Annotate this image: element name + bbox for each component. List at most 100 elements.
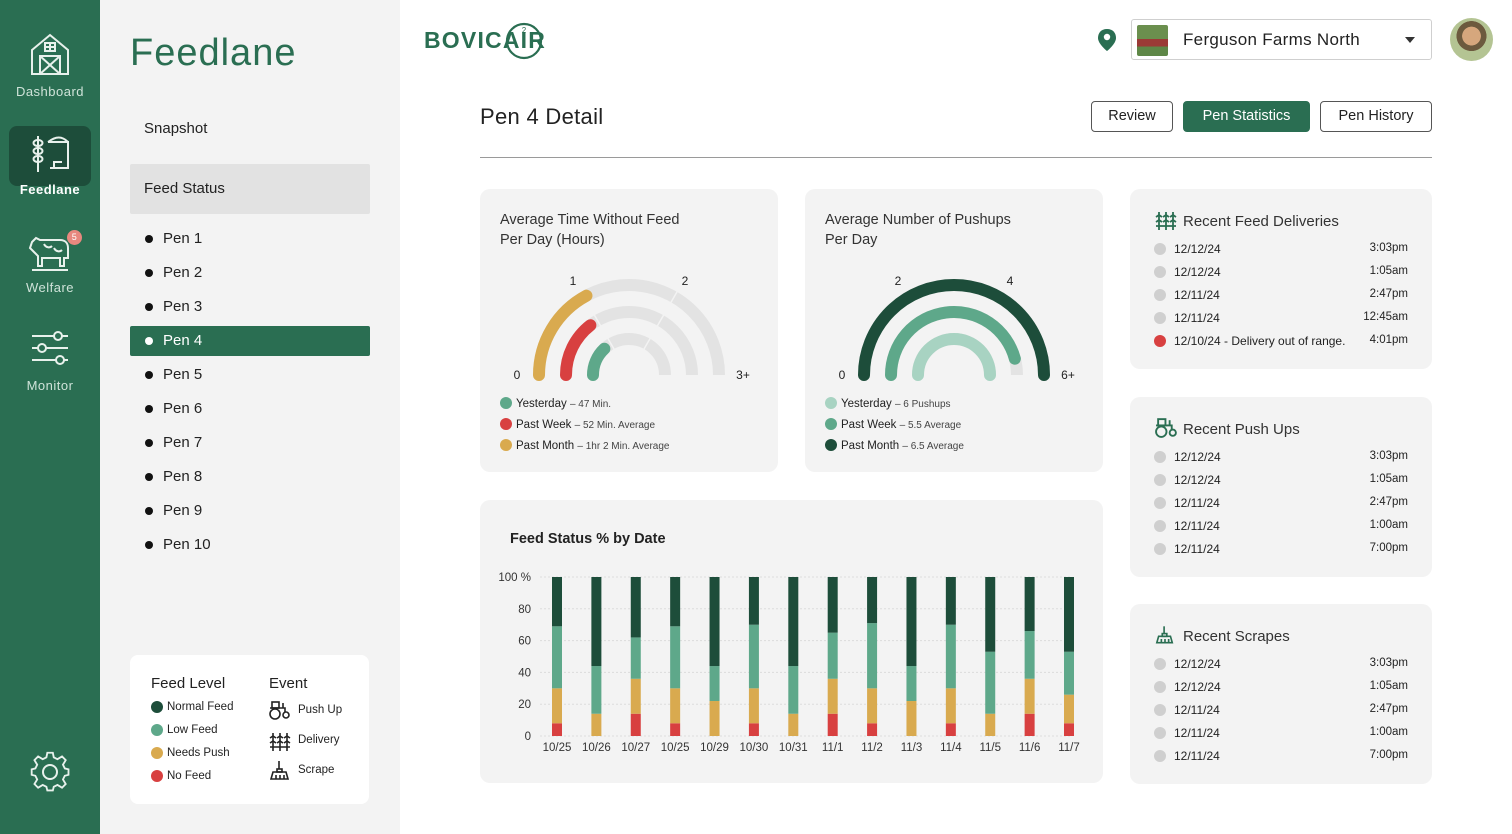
legend-event-label: Push Up [298,704,343,716]
legend-event: Delivery [269,730,342,760]
legend-level: No Feed [151,769,233,792]
farm-select[interactable]: Ferguson Farms North [1131,19,1432,60]
bar-segment-low-feed [630,637,641,679]
bar-segment-normal-feed [630,577,641,638]
y-tick-label: 100 % [498,572,531,584]
pen-item[interactable]: Pen 2 [130,258,370,288]
y-tick-label: 60 [518,636,531,648]
gauge-arc-past-week [560,319,597,381]
list-item[interactable]: 12/11/24 7:00pm [1154,541,1408,561]
x-tick-label: 11/6 [1019,742,1041,754]
list-item[interactable]: 12/11/24 2:47pm [1154,495,1408,515]
bar-segment-no-feed [1064,723,1074,736]
pen-item[interactable]: Pen 9 [130,496,370,526]
list-item[interactable]: 12/11/24 1:00am [1154,725,1408,745]
pen-item[interactable]: Pen 5 [130,360,370,390]
recent-pushups-card: Recent Push Ups 12/12/24 3:03pm 12/12/24 1:… [1130,397,1432,577]
list-time: 3:03pm [1369,450,1408,462]
nav-snapshot[interactable]: Snapshot [144,120,208,137]
x-tick-label: 10/27 [621,742,650,754]
legend-card: Feed Level Normal Feed Low Feed Needs Push… [130,655,369,804]
list-time: 2:47pm [1369,288,1408,300]
tractor-icon [1155,418,1177,438]
list-date: 12/12/24 [1174,680,1221,694]
list-item[interactable]: 12/11/24 1:00am [1154,518,1408,538]
nav-feed-status[interactable]: Feed Status [130,164,370,214]
legend-label: Past Week [516,419,572,431]
pen-item[interactable]: Pen 3 [130,292,370,322]
list-item[interactable]: 12/12/24 3:03pm [1154,449,1408,469]
gauge-tick-label: 2 [682,274,689,288]
svg-text:2: 2 [522,26,527,35]
rail-label: Welfare [25,280,75,295]
pen-item[interactable]: Pen 4 [130,326,370,356]
farm-name: Ferguson Farms North [1183,30,1360,49]
y-tick-label: 0 [525,731,531,743]
bar-segment-needs-push [709,701,720,736]
pen-item[interactable]: Pen 8 [130,462,370,492]
chart-title: Feed Status % by Date [510,531,666,547]
divider [480,157,1432,158]
bar-segment-low-feed [1024,631,1035,679]
list-item[interactable]: 12/11/24 12:45am [1154,310,1408,330]
gauge-legend-row: Past Month – 1hr 2 Min. Average [500,439,669,452]
feedlane-subnav: Feedlane Snapshot Feed Status Pen 1 Pen 2… [100,0,400,834]
list-item[interactable]: 12/11/24 2:47pm [1154,287,1408,307]
bar-segment-low-feed [1064,651,1074,695]
x-tick-label: 10/31 [779,742,808,754]
legend-level-label: No Feed [167,770,212,782]
status-dot [1154,543,1166,555]
card-title: Recent Push Ups [1183,421,1300,438]
bar-segment-normal-feed [906,577,917,667]
status-dot [1154,497,1166,509]
list-item[interactable]: 12/11/24 2:47pm [1154,702,1408,722]
bar-segment-normal-feed [985,577,996,652]
pen-item[interactable]: Pen 10 [130,530,370,560]
pen-item[interactable]: Pen 6 [130,394,370,424]
tab-review[interactable]: Review [1091,101,1173,132]
status-dot [1154,451,1166,463]
list-item[interactable]: 12/12/24 3:03pm [1154,241,1408,261]
legend-dot [825,418,837,430]
status-dot [1154,474,1166,486]
legend-level: Needs Push [151,746,233,769]
list-time: 2:47pm [1369,703,1408,715]
list-date: 12/11/24 [1174,311,1220,325]
list-item[interactable]: 12/11/24 7:00pm [1154,748,1408,768]
scraper-icon [269,761,290,780]
rail-item-dashboard[interactable]: Dashboard [0,30,100,99]
list-time: 1:05am [1369,265,1408,277]
rail-item-welfare[interactable]: 5 Welfare [0,226,100,295]
bar-segment-low-feed [591,666,602,714]
x-tick-label: 11/2 [861,742,883,754]
gear-icon[interactable] [28,750,72,794]
legend-event-label: Scrape [298,764,335,776]
logo-mark: 2 [505,22,543,60]
list-item[interactable]: 12/12/24 1:05am [1154,472,1408,492]
list-item[interactable]: 12/12/24 3:03pm [1154,656,1408,676]
bar-segment-low-feed [827,632,838,679]
pen-item[interactable]: Pen 7 [130,428,370,458]
rail-item-feedlane[interactable]: Feedlane [0,126,100,197]
tab-pen-history[interactable]: Pen History [1320,101,1432,132]
list-time: 12:45am [1363,311,1408,323]
avatar[interactable] [1450,18,1493,61]
rail-item-monitor[interactable]: Monitor [0,324,100,393]
gauge-divider [640,290,679,355]
status-dot [1154,727,1166,739]
bar-segment-needs-push [1064,694,1074,724]
pen-item[interactable]: Pen 1 [130,224,370,254]
rail-label: Feedlane [19,182,81,197]
legend-title: Event [269,675,308,692]
tab-pen-statistics[interactable]: Pen Statistics [1183,101,1310,132]
list-item[interactable]: 12/12/24 1:05am [1154,679,1408,699]
gauge-legend-row: Past Week – 5.5 Average [825,418,961,431]
bar-segment-needs-push [670,688,681,724]
y-tick-label: 20 [518,699,531,711]
list-time: 7:00pm [1369,542,1408,554]
bar-segment-no-feed [1024,713,1035,736]
list-item[interactable]: 12/10/24 - Delivery out of range. 4:01pm [1154,333,1408,353]
list-item[interactable]: 12/12/24 1:05am [1154,264,1408,284]
gauge-card-pushups: Average Number of Pushups Per Day 0 2 4 6+ … [805,189,1103,472]
status-dot [1154,520,1166,532]
